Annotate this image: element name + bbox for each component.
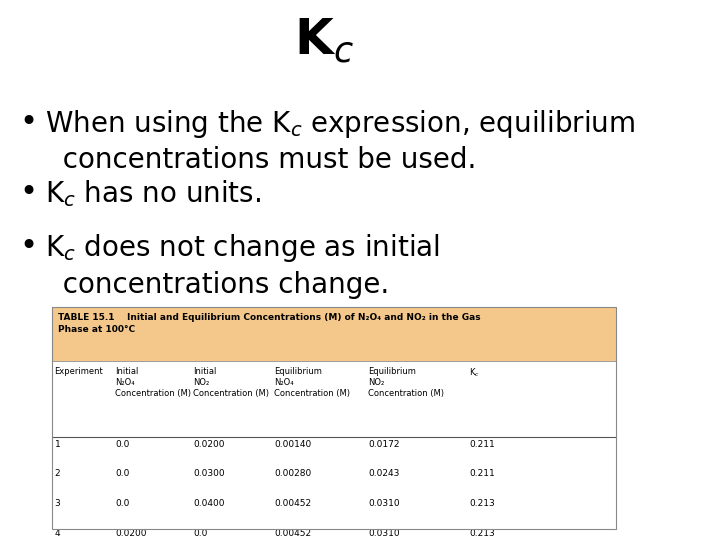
Text: 3: 3 bbox=[55, 499, 60, 508]
Text: 0.211: 0.211 bbox=[469, 440, 495, 449]
FancyBboxPatch shape bbox=[52, 361, 616, 529]
Text: 0.211: 0.211 bbox=[469, 469, 495, 478]
Text: Initial
N₂O₄
Concentration (M): Initial N₂O₄ Concentration (M) bbox=[115, 367, 192, 398]
Text: 0.213: 0.213 bbox=[469, 499, 495, 508]
Text: When using the K$_c$ expression, equilibrium
  concentrations must be used.: When using the K$_c$ expression, equilib… bbox=[45, 108, 636, 174]
Text: 0.00280: 0.00280 bbox=[274, 469, 312, 478]
Text: •: • bbox=[19, 108, 37, 137]
Text: 0.213: 0.213 bbox=[469, 529, 495, 537]
Text: K$_c$: K$_c$ bbox=[294, 16, 354, 65]
Text: 0.0310: 0.0310 bbox=[369, 529, 400, 537]
Text: 2: 2 bbox=[55, 469, 60, 478]
Text: 0.0: 0.0 bbox=[115, 469, 130, 478]
Text: 0.00452: 0.00452 bbox=[274, 499, 312, 508]
Text: Initial
NO₂
Concentration (M): Initial NO₂ Concentration (M) bbox=[193, 367, 269, 398]
Text: K$_c$ has no units.: K$_c$ has no units. bbox=[45, 178, 261, 209]
Text: 0.00452: 0.00452 bbox=[274, 529, 312, 537]
Text: 0.0: 0.0 bbox=[193, 529, 207, 537]
Text: 0.0200: 0.0200 bbox=[115, 529, 147, 537]
FancyBboxPatch shape bbox=[52, 307, 616, 361]
Text: 0.0: 0.0 bbox=[115, 499, 130, 508]
Text: 0.0243: 0.0243 bbox=[369, 469, 400, 478]
Text: 0.0300: 0.0300 bbox=[193, 469, 225, 478]
Text: 0.0: 0.0 bbox=[115, 440, 130, 449]
Text: TABLE 15.1    Initial and Equilibrium Concentrations (M) of N₂O₄ and NO₂ in the : TABLE 15.1 Initial and Equilibrium Conce… bbox=[58, 313, 481, 334]
Text: 0.0200: 0.0200 bbox=[193, 440, 225, 449]
Text: 0.0310: 0.0310 bbox=[369, 499, 400, 508]
Text: •: • bbox=[19, 178, 37, 207]
Text: 1: 1 bbox=[55, 440, 60, 449]
Text: Equilibrium
NO₂
Concentration (M): Equilibrium NO₂ Concentration (M) bbox=[369, 367, 444, 398]
Text: K$_c$: K$_c$ bbox=[469, 367, 480, 379]
Text: 0.0172: 0.0172 bbox=[369, 440, 400, 449]
Text: K$_c$ does not change as initial
  concentrations change.: K$_c$ does not change as initial concent… bbox=[45, 232, 441, 299]
Text: •: • bbox=[19, 232, 37, 261]
Text: 0.0400: 0.0400 bbox=[193, 499, 225, 508]
Text: 0.00140: 0.00140 bbox=[274, 440, 312, 449]
Text: Experiment: Experiment bbox=[55, 367, 103, 376]
Text: Equilibrium
N₂O₄
Concentration (M): Equilibrium N₂O₄ Concentration (M) bbox=[274, 367, 351, 398]
Text: 4: 4 bbox=[55, 529, 60, 537]
